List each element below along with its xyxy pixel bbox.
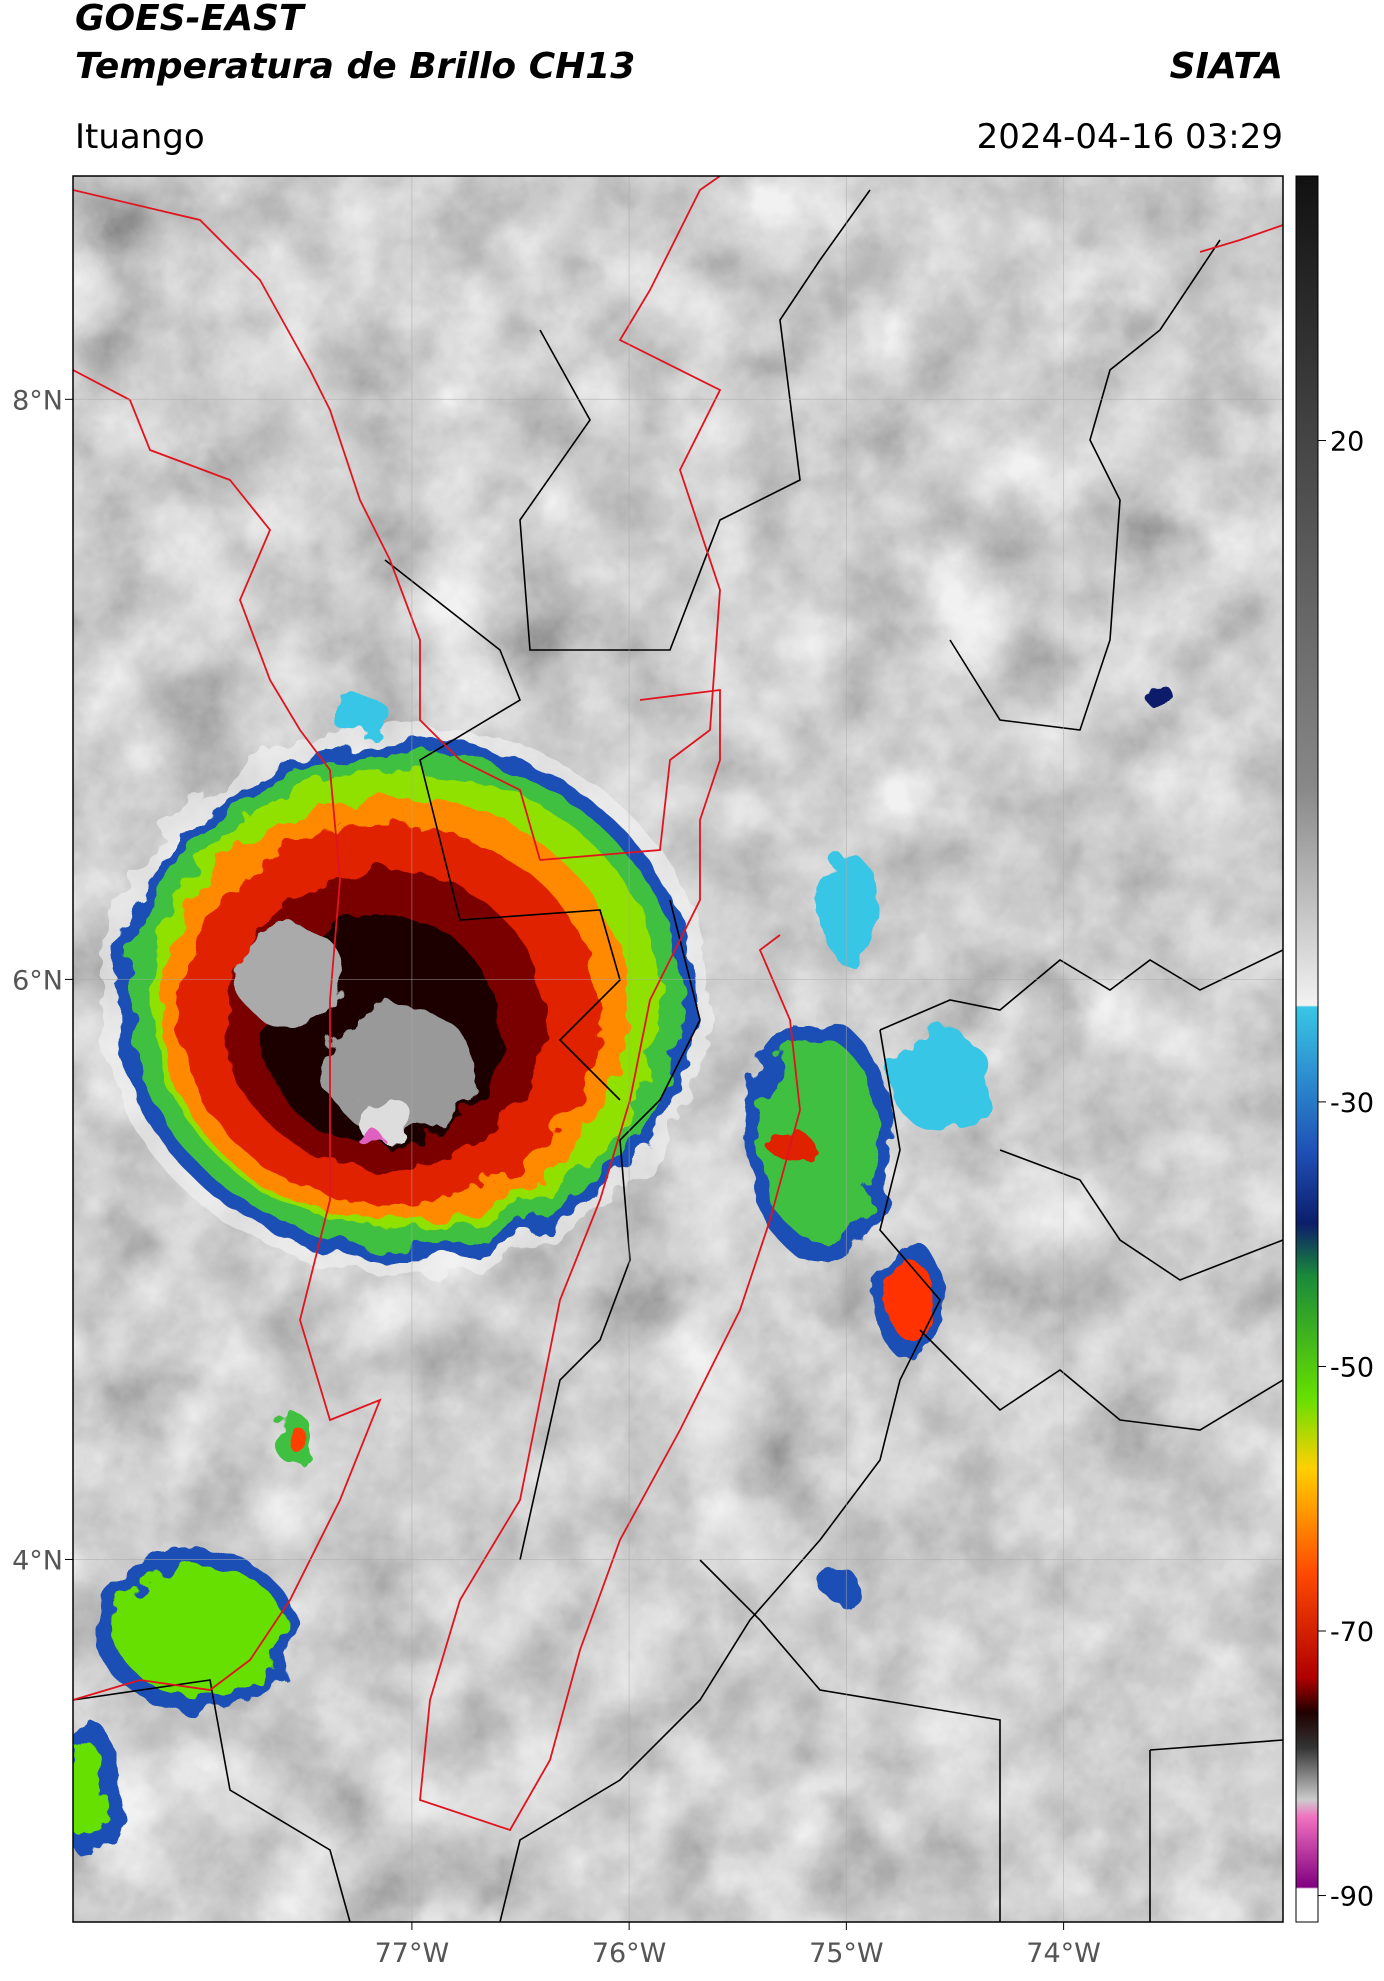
x-tick-label: 76°W — [592, 1938, 667, 1969]
x-tick-label: 74°W — [1026, 1938, 1101, 1969]
colorbar-tick-label: -30 — [1330, 1088, 1374, 1119]
plot-frame — [72, 175, 1284, 1923]
colorbar-tick-label: -70 — [1330, 1617, 1374, 1648]
map-area — [73, 176, 1283, 1922]
colorbar-tick-label: -90 — [1330, 1882, 1374, 1913]
y-tick-label: 6°N — [12, 965, 63, 996]
location: Ituango — [75, 117, 205, 157]
title: GOES-EAST — [75, 0, 306, 39]
brand: SIATA — [1170, 46, 1283, 87]
ticks: 77°W 76°W 75°W 74°W 8°N 6°N 4°N 20 -30 -50 -70 -90 — [12, 385, 1374, 1969]
gridlines — [73, 176, 1283, 1922]
y-tick-label: 8°N — [12, 385, 63, 416]
storm-main — [100, 725, 710, 1275]
admin-borders — [73, 189, 1283, 1922]
y-tick-label: 4°N — [12, 1545, 63, 1576]
x-tick-label: 75°W — [809, 1938, 884, 1969]
subtitle: Temperatura de Brillo CH13 — [75, 46, 635, 87]
colorbar-tick-label: 20 — [1330, 427, 1364, 458]
colorbar — [1295, 175, 1319, 1923]
storm-small — [73, 681, 1170, 1860]
colorbar-tick-label: -50 — [1330, 1352, 1374, 1383]
x-tick-label: 77°W — [375, 1938, 450, 1969]
country-borders — [73, 176, 1283, 1832]
timestamp: 2024-04-16 03:29 — [977, 117, 1283, 157]
